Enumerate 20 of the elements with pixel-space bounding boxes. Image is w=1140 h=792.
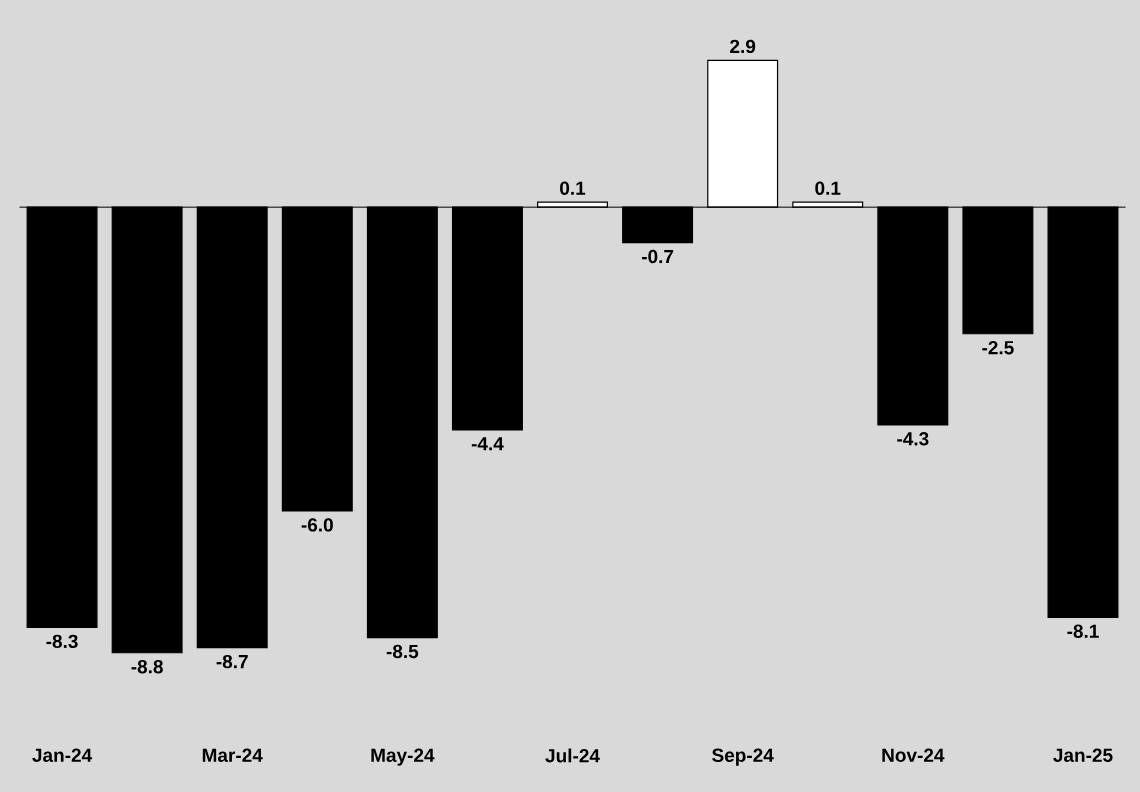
data-label: 0.1 xyxy=(560,181,586,195)
x-tick-label: Mar-24 xyxy=(202,748,263,762)
data-label: 0.1 xyxy=(815,181,841,195)
data-label: -8.8 xyxy=(131,659,163,674)
data-label: -6.0 xyxy=(301,518,333,532)
data-label: -2.5 xyxy=(982,340,1014,355)
x-tick-label: Jan-24 xyxy=(32,748,93,762)
x-tick-label: Jul-24 xyxy=(545,748,600,763)
x-tick-label: May-24 xyxy=(371,748,435,766)
x-tick-label: Sep-24 xyxy=(712,748,774,766)
data-label: 2.9 xyxy=(730,39,756,54)
data-label: -8.3 xyxy=(46,634,78,649)
data-label: -8.1 xyxy=(1067,624,1099,638)
x-tick-label: Nov-24 xyxy=(882,748,945,762)
data-label: -4.4 xyxy=(471,437,504,451)
data-label: -0.7 xyxy=(641,249,674,264)
data-label: -4.3 xyxy=(897,432,929,446)
data-label: -8.7 xyxy=(216,654,248,669)
x-tick-label: Jan-25 xyxy=(1053,748,1113,762)
data-label: -8.5 xyxy=(386,644,419,659)
